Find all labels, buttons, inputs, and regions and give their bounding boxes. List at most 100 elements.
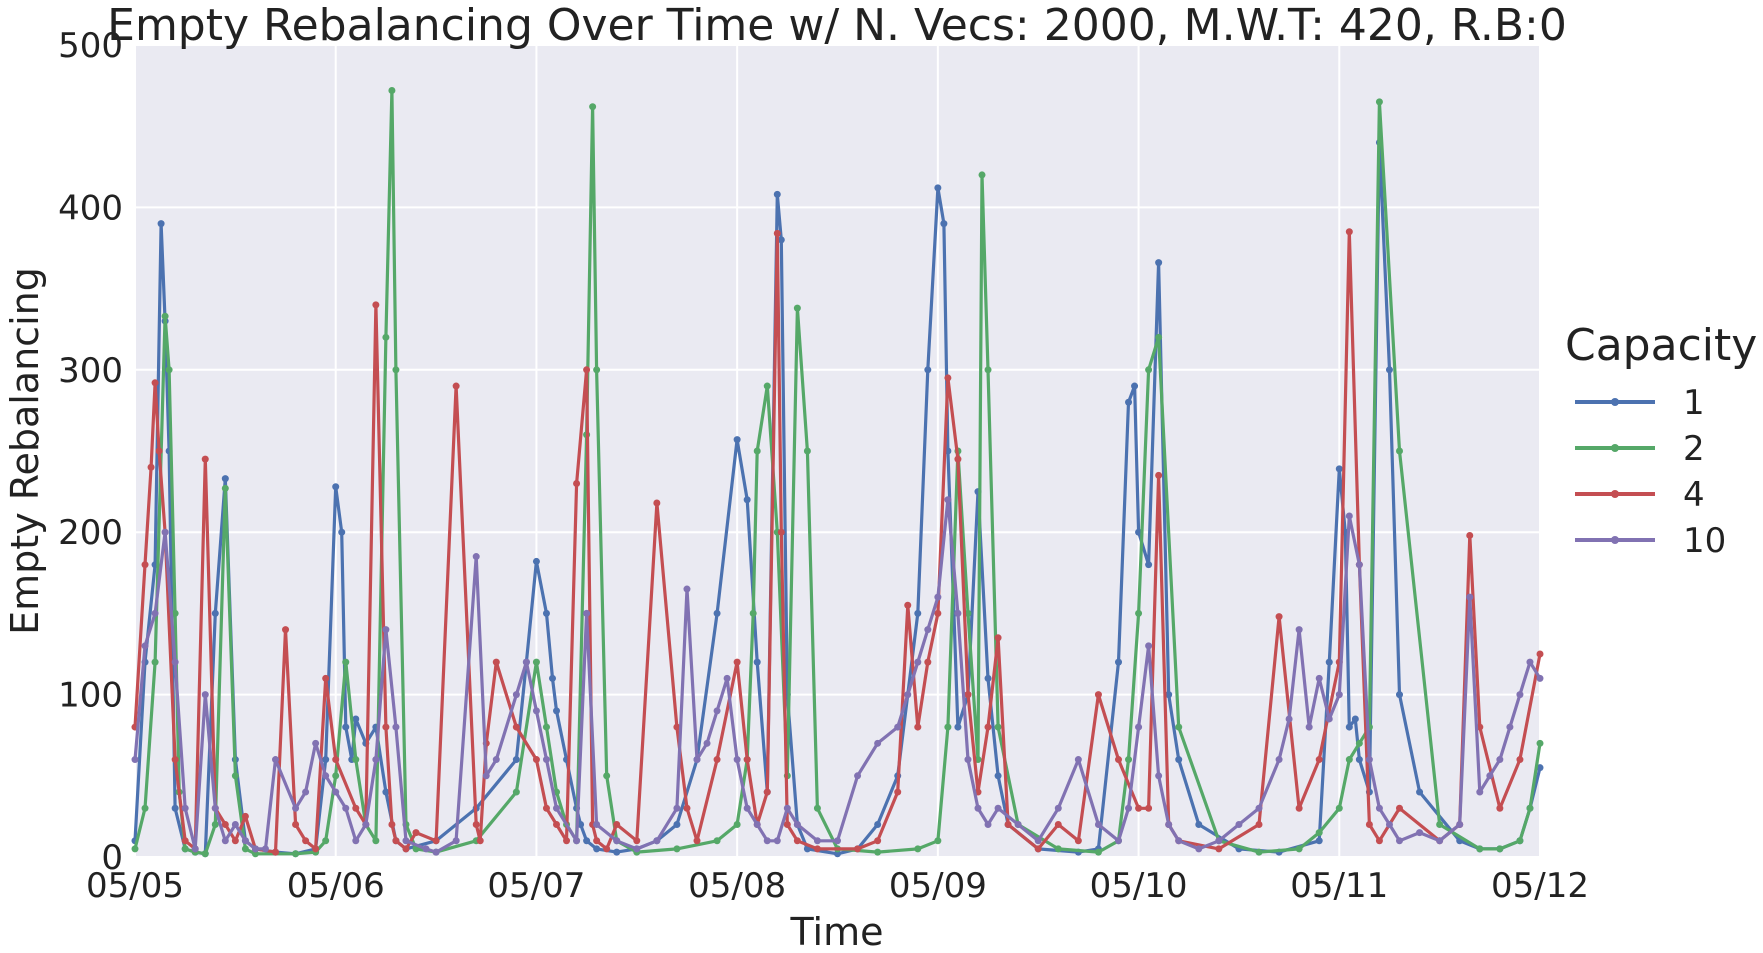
data-point (171, 658, 179, 666)
series-10 (131, 496, 1544, 856)
data-point (813, 804, 821, 812)
data-point (512, 691, 520, 699)
data-point (954, 455, 962, 463)
data-point (613, 848, 621, 856)
data-point (312, 739, 320, 747)
x-tick-label: 05/08 (688, 866, 786, 906)
data-point (1175, 756, 1183, 764)
data-point (382, 788, 390, 796)
data-point (191, 845, 199, 853)
data-point (432, 848, 440, 856)
data-point (1155, 259, 1163, 267)
legend-label: 1 (1683, 383, 1705, 423)
data-point (874, 837, 882, 845)
data-point (1135, 804, 1143, 812)
data-point (338, 528, 346, 536)
data-point (171, 609, 179, 617)
data-point (322, 756, 330, 764)
data-point (1396, 691, 1403, 699)
data-point (1125, 398, 1133, 406)
data-point (1466, 593, 1474, 601)
data-point (161, 312, 169, 320)
data-point (472, 821, 480, 829)
data-point (211, 821, 219, 829)
data-point (352, 756, 360, 764)
data-point (593, 366, 601, 374)
data-point (382, 333, 390, 341)
data-point (944, 496, 952, 504)
data-point (944, 374, 952, 382)
data-point (773, 229, 781, 237)
data-point (1034, 845, 1042, 853)
data-point (793, 304, 801, 312)
data-point (713, 837, 721, 845)
data-point (1506, 723, 1514, 731)
data-point (984, 366, 992, 374)
data-point (777, 236, 785, 244)
data-point (743, 804, 751, 812)
data-point (834, 837, 841, 845)
data-point (1125, 804, 1133, 812)
data-point (673, 845, 681, 853)
data-point (1315, 829, 1323, 837)
data-point (352, 837, 360, 845)
data-point (854, 845, 862, 853)
data-point (1165, 821, 1173, 829)
data-point (522, 658, 530, 666)
data-point (1305, 723, 1313, 731)
data-point (532, 756, 540, 764)
data-point (1345, 512, 1353, 520)
data-point (392, 723, 400, 731)
data-point (492, 756, 500, 764)
data-point (974, 804, 982, 812)
y-axis-ticks: 0 100 200 300 400 500 (58, 26, 123, 878)
data-point (1536, 739, 1544, 747)
data-point (613, 837, 621, 845)
data-point (452, 837, 460, 845)
data-point (151, 379, 159, 387)
data-point (994, 804, 1002, 812)
data-point (388, 821, 396, 829)
data-point (1385, 366, 1393, 374)
data-point (693, 837, 701, 845)
data-point (151, 609, 159, 617)
data-point (165, 366, 173, 374)
data-point (1275, 613, 1283, 621)
data-point (1536, 764, 1544, 772)
data-point (171, 756, 179, 764)
data-point (984, 674, 992, 682)
data-point (201, 691, 209, 699)
data-point (322, 837, 330, 845)
data-point (1436, 821, 1444, 829)
data-point (834, 850, 841, 858)
data-point (1195, 821, 1203, 829)
data-point (147, 463, 155, 471)
data-point (1416, 829, 1424, 837)
data-point (1094, 848, 1102, 856)
data-point (673, 723, 681, 731)
data-point (1115, 756, 1122, 764)
data-point (1516, 837, 1524, 845)
data-point (1516, 756, 1524, 764)
data-point (157, 220, 165, 228)
data-point (412, 829, 420, 837)
data-point (392, 366, 400, 374)
y-axis-title: Empty Rebalancing (3, 267, 47, 635)
x-tick-label: 05/06 (287, 866, 385, 906)
data-point (934, 593, 942, 601)
data-point (181, 804, 189, 812)
data-point (1496, 845, 1504, 853)
data-point (1365, 821, 1373, 829)
data-point (1496, 756, 1504, 764)
data-point (1315, 674, 1323, 682)
data-point (372, 301, 380, 309)
data-point (201, 455, 209, 463)
data-point (633, 845, 641, 853)
data-point (542, 723, 550, 731)
data-point (532, 557, 540, 565)
data-point (1476, 788, 1484, 796)
data-point (171, 804, 179, 812)
data-point (773, 837, 781, 845)
data-point (181, 845, 189, 853)
data-point (1526, 804, 1534, 812)
